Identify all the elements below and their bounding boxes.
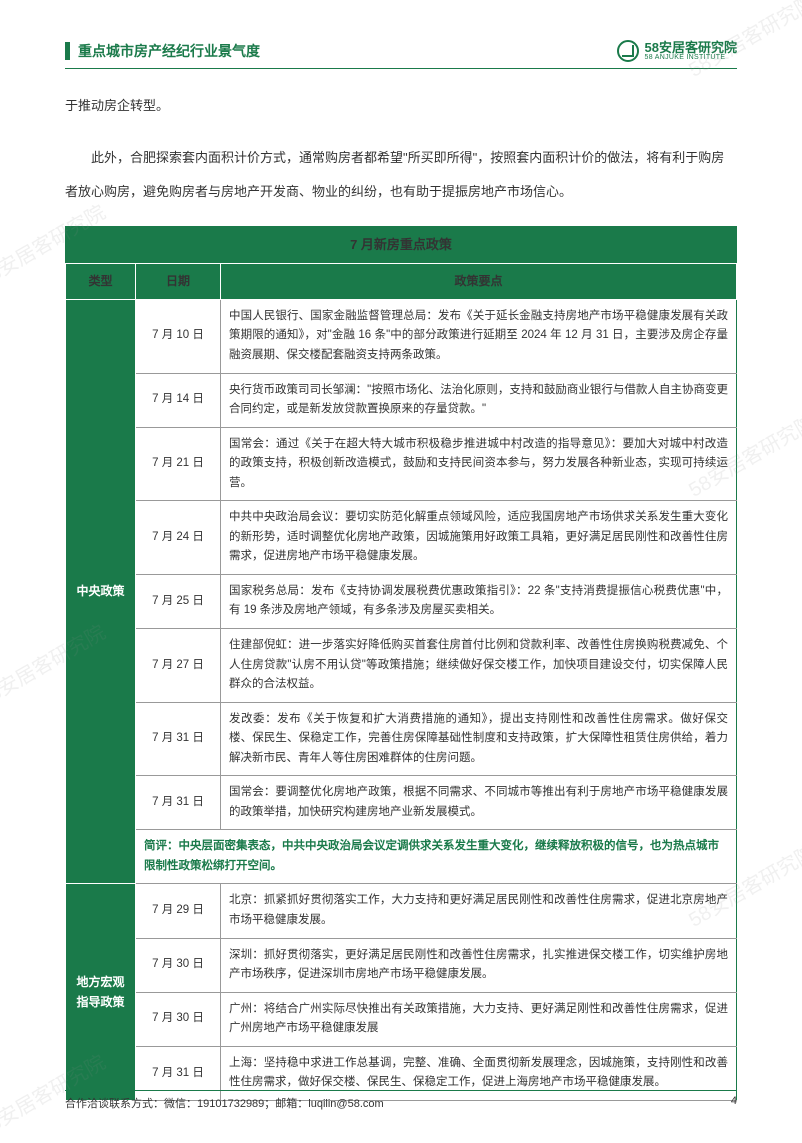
content-cell: 广州：将结合广州实际尽快推出有关政策措施，大力支持、更好满足刚性和改善性住房需求…	[221, 992, 737, 1046]
table-row: 中央政策 7 月 10 日 中国人民银行、国家金融监督管理总局：发布《关于延长金…	[66, 299, 737, 373]
date-cell: 7 月 30 日	[136, 938, 221, 992]
content-cell: 深圳：抓好贯彻落实，更好满足居民刚性和改善性住房需求，扎实推进保交楼工作，切实维…	[221, 938, 737, 992]
table-row: 7 月 30 日 广州：将结合广州实际尽快推出有关政策措施，大力支持、更好满足刚…	[66, 992, 737, 1046]
date-cell: 7 月 31 日	[136, 776, 221, 830]
logo: 58安居客研究院 58 ANJUKE INSTITUTE	[617, 40, 737, 62]
date-cell: 7 月 25 日	[136, 574, 221, 628]
content-cell: 国常会：通过《关于在超大特大城市积极稳步推进城中村改造的指导意见》：要加大对城中…	[221, 427, 737, 501]
type-cell-central: 中央政策	[66, 299, 136, 884]
date-cell: 7 月 27 日	[136, 628, 221, 702]
table-summary-row: 简评：中央层面密集表态，中共中央政治局会议定调供求关系发生重大变化，继续释放积极…	[66, 830, 737, 884]
table-row: 7 月 27 日 住建部倪虹：进一步落实好降低购买首套住房首付比例和贷款利率、改…	[66, 628, 737, 702]
table-row: 7 月 24 日 中共中央政治局会议：要切实防范化解重点领域风险，适应我国房地产…	[66, 501, 737, 575]
table-header-row: 类型 日期 政策要点	[66, 264, 737, 299]
date-cell: 7 月 10 日	[136, 299, 221, 373]
header-title: 重点城市房产经纪行业景气度	[78, 41, 260, 61]
content-cell: 住建部倪虹：进一步落实好降低购买首套住房首付比例和贷款利率、改善性住房换购税费减…	[221, 628, 737, 702]
intro-paragraph-1: 于推动房企转型。	[65, 89, 737, 123]
table-row: 地方宏观指导政策 7 月 29 日 北京：抓紧抓好贯彻落实工作，大力支持和更好满…	[66, 884, 737, 938]
date-cell: 7 月 21 日	[136, 427, 221, 501]
table-row: 7 月 31 日 国常会：要调整优化房地产政策，根据不同需求、不同城市等推出有利…	[66, 776, 737, 830]
table-row: 7 月 21 日 国常会：通过《关于在超大特大城市积极稳步推进城中村改造的指导意…	[66, 427, 737, 501]
logo-text: 58安居客研究院 58 ANJUKE INSTITUTE	[645, 41, 737, 61]
content-cell: 央行货币政策司司长邹澜："按照市场化、法治化原则，支持和鼓励商业银行与借款人自主…	[221, 373, 737, 427]
intro-paragraph-2: 此外，合肥探索套内面积计价方式，通常购房者都希望"所买即所得"，按照套内面积计价…	[65, 141, 737, 209]
content-cell: 国家税务总局：发布《支持协调发展税费优惠政策指引》：22 条"支持消费提振信心税…	[221, 574, 737, 628]
content-cell: 国常会：要调整优化房地产政策，根据不同需求、不同城市等推出有利于房地产市场平稳健…	[221, 776, 737, 830]
header-title-wrap: 重点城市房产经纪行业景气度	[65, 41, 260, 61]
header-type: 类型	[66, 264, 136, 299]
policy-table: 7 月新房重点政策 类型 日期 政策要点 中央政策 7 月 10 日 中国人民银…	[65, 226, 737, 1100]
table-row: 7 月 14 日 央行货币政策司司长邹澜："按照市场化、法治化原则，支持和鼓励商…	[66, 373, 737, 427]
table-title: 7 月新房重点政策	[66, 227, 737, 264]
table-row: 7 月 30 日 深圳：抓好贯彻落实，更好满足居民刚性和改善性住房需求，扎实推进…	[66, 938, 737, 992]
header-content: 政策要点	[221, 264, 737, 299]
page-header: 重点城市房产经纪行业景气度 58安居客研究院 58 ANJUKE INSTITU…	[65, 40, 737, 69]
content-cell: 中共中央政治局会议：要切实防范化解重点领域风险，适应我国房地产市场供求关系发生重…	[221, 501, 737, 575]
type-cell-local: 地方宏观指导政策	[66, 884, 136, 1100]
page-footer: 合作洽谈联系方式：微信：19101732989；邮箱：luqilin@58.co…	[65, 1090, 737, 1111]
header-date: 日期	[136, 264, 221, 299]
summary-cell: 简评：中央层面密集表态，中共中央政治局会议定调供求关系发生重大变化，继续释放积极…	[136, 830, 737, 884]
date-cell: 7 月 30 日	[136, 992, 221, 1046]
table-row: 7 月 31 日 发改委：发布《关于恢复和扩大消费措施的通知》，提出支持刚性和改…	[66, 702, 737, 776]
content-cell: 北京：抓紧抓好贯彻落实工作，大力支持和更好满足居民刚性和改善性住房需求，促进北京…	[221, 884, 737, 938]
content-cell: 中国人民银行、国家金融监督管理总局：发布《关于延长金融支持房地产市场平稳健康发展…	[221, 299, 737, 373]
date-cell: 7 月 29 日	[136, 884, 221, 938]
logo-main: 58安居客研究院	[645, 41, 737, 54]
content-cell: 发改委：发布《关于恢复和扩大消费措施的通知》，提出支持刚性和改善性住房需求。做好…	[221, 702, 737, 776]
logo-icon	[617, 40, 639, 62]
table-row: 7 月 25 日 国家税务总局：发布《支持协调发展税费优惠政策指引》：22 条"…	[66, 574, 737, 628]
logo-sub: 58 ANJUKE INSTITUTE	[645, 54, 737, 61]
date-cell: 7 月 14 日	[136, 373, 221, 427]
table-title-row: 7 月新房重点政策	[66, 227, 737, 264]
title-bar-icon	[65, 42, 70, 60]
date-cell: 7 月 24 日	[136, 501, 221, 575]
footer-contact: 合作洽谈联系方式：微信：19101732989；邮箱：luqilin@58.co…	[65, 1095, 384, 1111]
page-number: 4	[731, 1095, 737, 1111]
date-cell: 7 月 31 日	[136, 702, 221, 776]
